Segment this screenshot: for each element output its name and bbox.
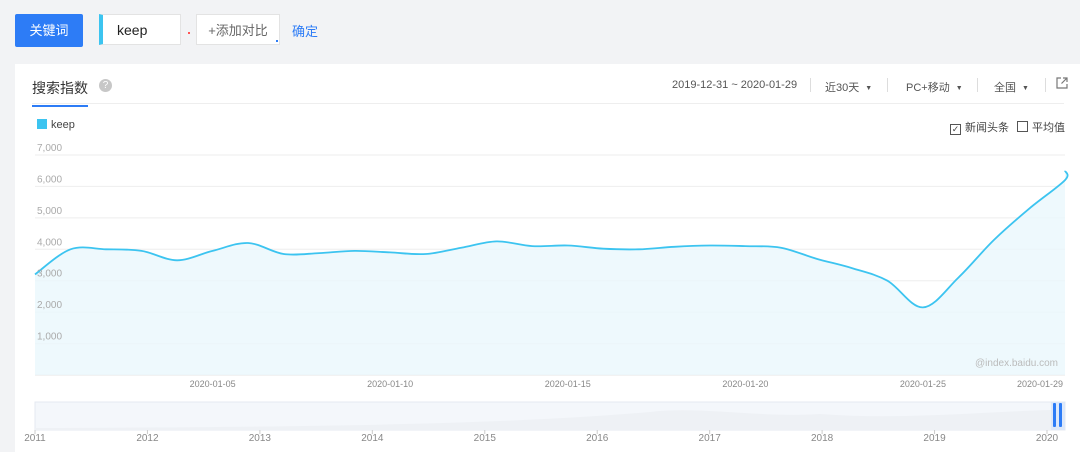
device-select[interactable]: PC+移动 ▼ xyxy=(906,79,963,95)
device-value: PC+移动 xyxy=(906,82,950,94)
caret-down-icon: ▼ xyxy=(1022,85,1029,92)
divider xyxy=(810,78,811,92)
external-link-icon[interactable] xyxy=(1055,76,1069,90)
news-checkbox[interactable]: ✓ 新闻头条 xyxy=(950,119,1009,135)
keyword-color-dot xyxy=(188,32,190,34)
legend-swatch xyxy=(37,119,47,129)
divider xyxy=(977,78,978,92)
panel-title: 搜索指数 xyxy=(32,78,88,107)
region-select[interactable]: 全国 ▼ xyxy=(994,79,1029,95)
period-select[interactable]: 近30天 ▼ xyxy=(825,79,872,95)
check-icon: ✓ xyxy=(950,124,961,135)
confirm-button[interactable]: 确定 xyxy=(292,24,319,39)
keyword-input[interactable]: keep xyxy=(99,14,181,45)
caret-down-icon: ▼ xyxy=(955,85,963,92)
toolbar: 关键词 keep +添加对比 确定 xyxy=(0,0,1080,62)
news-label: 新闻头条 xyxy=(965,122,1009,134)
legend-label: keep xyxy=(51,119,75,131)
divider xyxy=(887,78,888,92)
add-compare-button[interactable]: +添加对比 xyxy=(196,14,280,45)
add-compare-dot xyxy=(276,40,278,42)
title-divider xyxy=(32,103,1064,104)
region-value: 全国 xyxy=(994,82,1016,94)
search-index-panel: 搜索指数 ? 2019-12-31 ~ 2020-01-29 近30天 ▼ PC+… xyxy=(15,64,1080,452)
chart-legend[interactable]: keep xyxy=(37,119,75,131)
date-range: 2019-12-31 ~ 2020-01-29 xyxy=(672,79,798,91)
keyword-button[interactable]: 关键词 xyxy=(15,14,83,47)
checkbox-empty-icon xyxy=(1017,121,1028,132)
help-icon[interactable]: ? xyxy=(99,79,112,92)
divider xyxy=(1045,78,1046,92)
caret-down-icon: ▼ xyxy=(865,85,873,92)
average-label: 平均值 xyxy=(1032,122,1065,134)
average-checkbox[interactable]: 平均值 xyxy=(1017,119,1065,135)
period-value: 近30天 xyxy=(825,82,860,94)
